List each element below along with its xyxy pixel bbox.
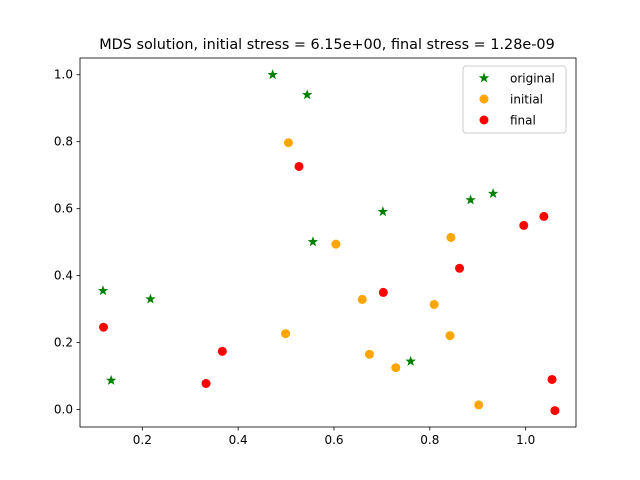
final-point <box>539 211 549 221</box>
final-point <box>547 374 557 384</box>
legend: original initial final <box>462 65 567 134</box>
initial-point <box>474 400 484 410</box>
x-tick-label: 1.0 <box>516 433 535 447</box>
x-tick-label: 0.2 <box>133 433 152 447</box>
y-tick-label: 0.4 <box>54 269 73 283</box>
original-point <box>465 194 476 205</box>
plot-frame <box>79 57 577 428</box>
x-tick-label: 0.8 <box>420 433 439 447</box>
initial-point <box>445 331 455 341</box>
y-tick-label: 0.8 <box>54 135 73 149</box>
x-tick-label: 0.6 <box>324 433 343 447</box>
chart-title: MDS solution, initial stress = 6.15e+00,… <box>99 37 554 53</box>
legend-label-final: final <box>510 114 536 128</box>
original-point <box>487 188 499 199</box>
original-point <box>97 285 109 296</box>
original-point <box>301 89 313 100</box>
initial-point <box>364 349 374 359</box>
data-marks <box>97 69 560 416</box>
initial-point <box>446 232 456 242</box>
y-tick-label: 1.0 <box>54 68 73 82</box>
initial-point <box>429 299 439 309</box>
y-tick-label: 0.6 <box>54 202 73 216</box>
final-point <box>217 346 227 356</box>
original-point <box>267 69 278 80</box>
final-point <box>98 322 108 332</box>
y-tick-label: 0.2 <box>54 336 73 350</box>
initial-point <box>391 363 401 373</box>
legend-label-original: original <box>510 72 555 86</box>
initial-point <box>281 329 291 339</box>
y-tick-label: 0.0 <box>54 403 73 417</box>
legend-marker-initial <box>479 94 489 104</box>
final-point <box>519 220 529 230</box>
legend-marker-original <box>478 72 490 83</box>
final-point <box>294 161 304 171</box>
original-point <box>105 374 117 385</box>
final-point <box>455 263 465 273</box>
initial-point <box>283 138 293 148</box>
initial-point <box>331 239 341 249</box>
initial-point <box>357 294 367 304</box>
final-point <box>378 287 388 297</box>
axes: 0.2 0.4 0.6 0.8 1.0 0.0 0.2 0.4 0.6 0.8 1.0 <box>54 57 577 447</box>
original-point <box>145 293 156 304</box>
original-point <box>307 236 319 247</box>
legend-box <box>462 65 567 134</box>
final-point <box>550 406 560 416</box>
final-point <box>201 378 211 388</box>
original-point <box>377 206 389 217</box>
x-tick-label: 0.4 <box>229 433 248 447</box>
legend-marker-final <box>479 115 489 125</box>
legend-label-initial: initial <box>510 93 543 107</box>
original-point <box>405 355 416 366</box>
